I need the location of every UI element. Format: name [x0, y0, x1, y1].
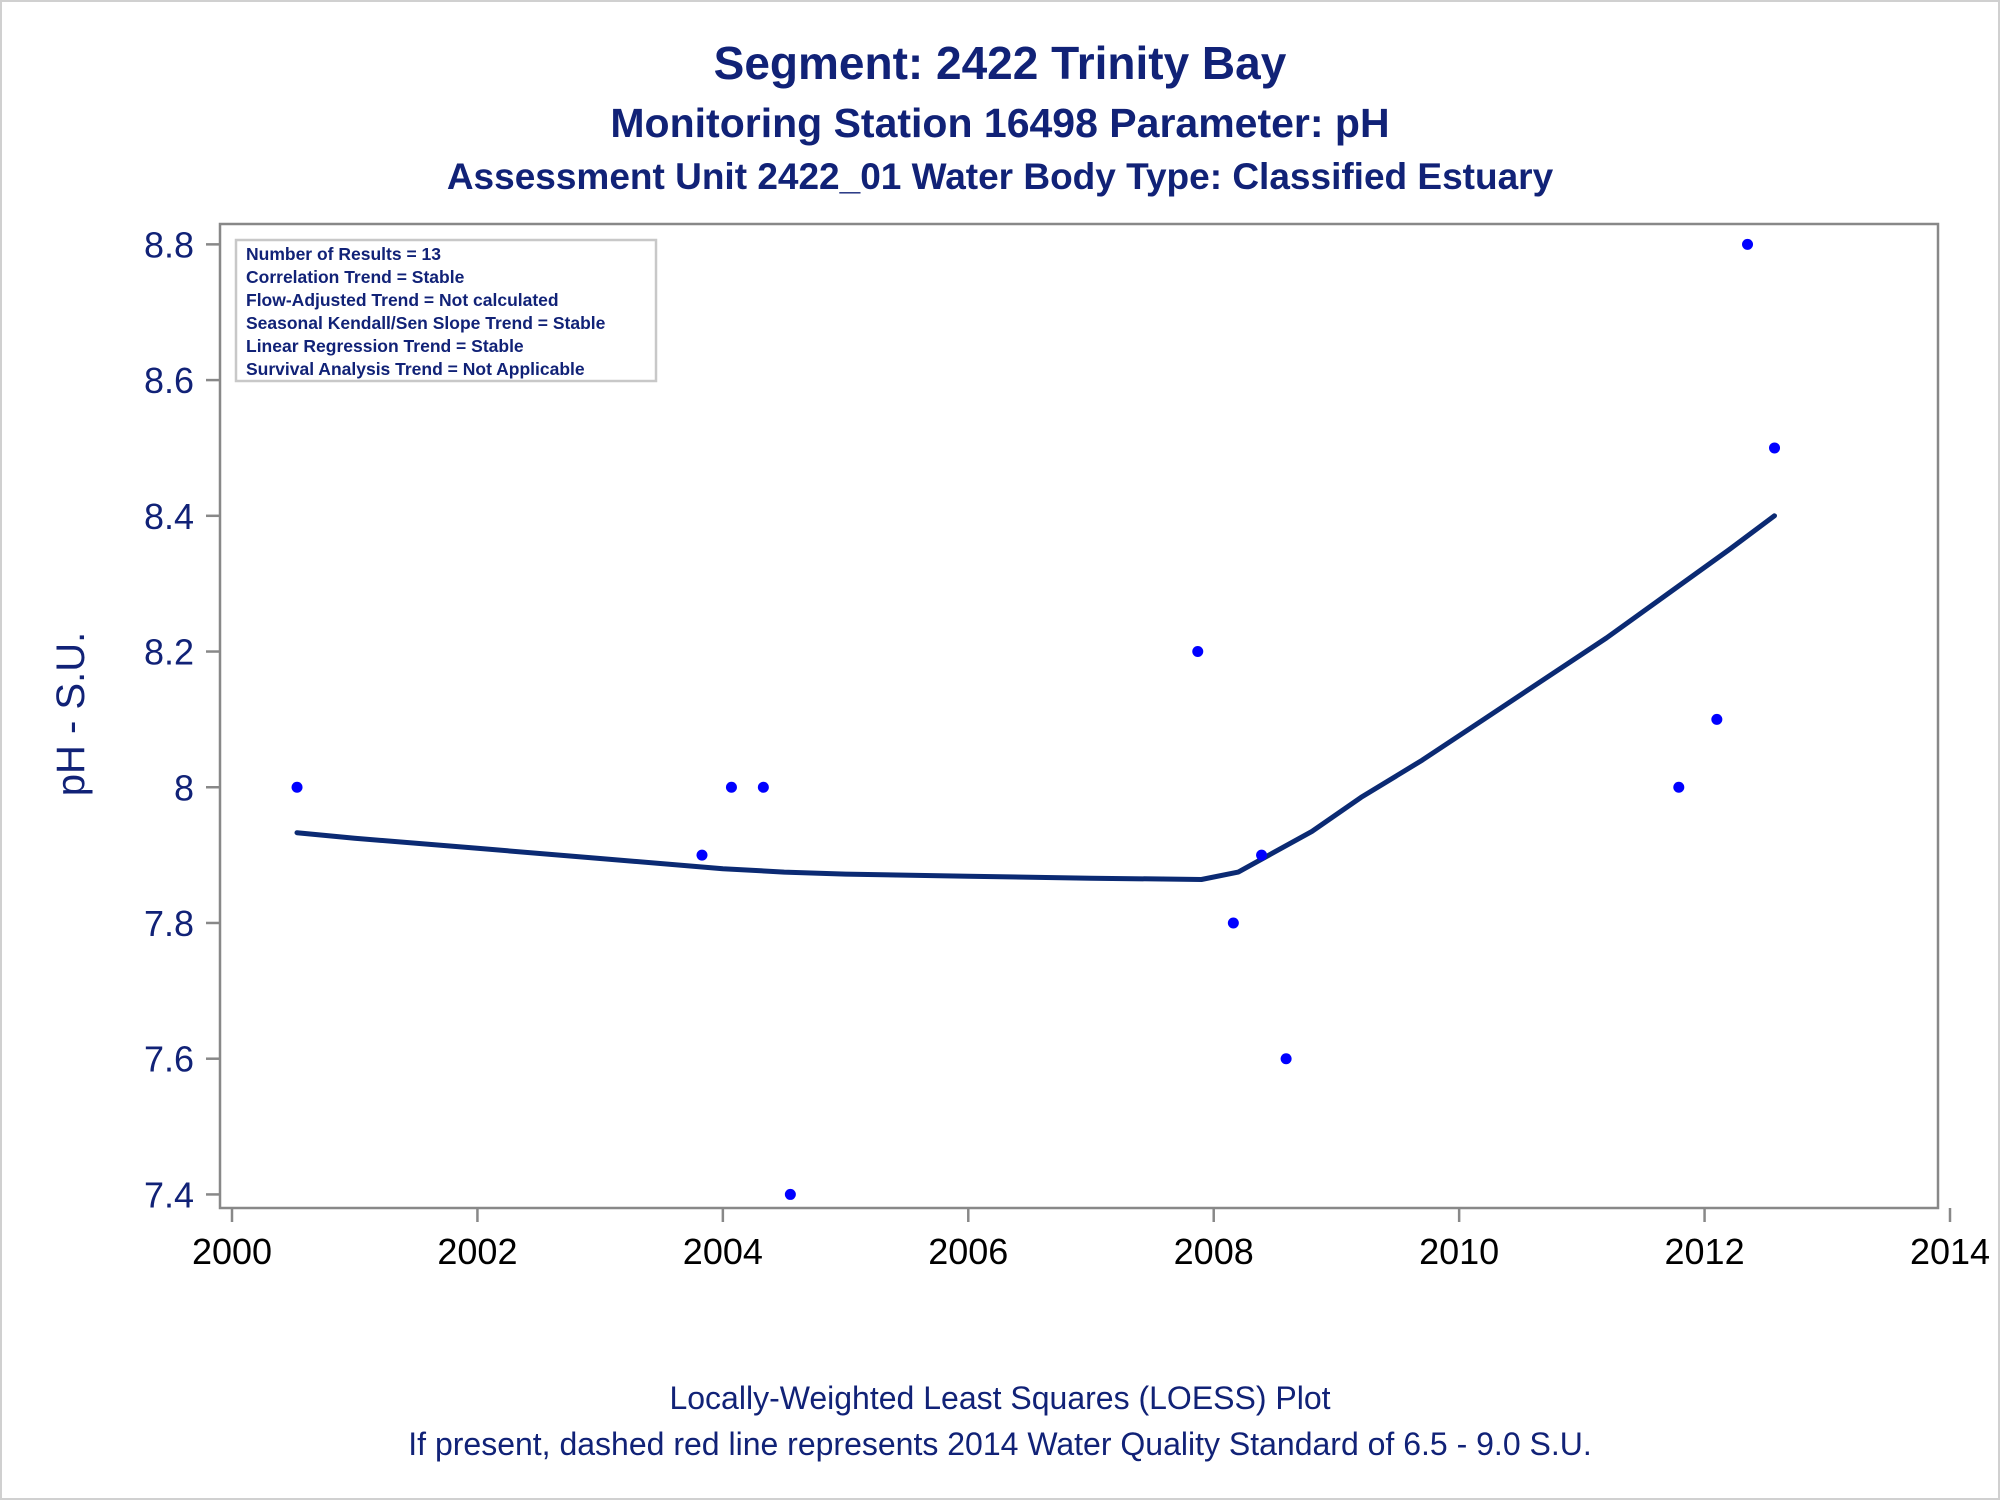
data-point [1742, 238, 1754, 250]
y-tick-label: 8.4 [144, 496, 194, 537]
chart-title: Segment: 2422 Trinity Bay [713, 37, 1287, 89]
x-tick-label: 2012 [1665, 1231, 1745, 1272]
y-tick-label: 7.4 [144, 1174, 194, 1215]
y-tick-label: 8 [174, 767, 194, 808]
footnote-plot-type: Locally-Weighted Least Squares (LOESS) P… [669, 1380, 1331, 1416]
footnote-standard: If present, dashed red line represents 2… [408, 1426, 1592, 1462]
chart-subtitle-station: Monitoring Station 16498 Parameter: pH [610, 100, 1390, 146]
loess-line [294, 513, 1777, 882]
info-box-line: Survival Analysis Trend = Not Applicable [246, 359, 585, 379]
data-point [784, 1188, 796, 1200]
data-point [291, 781, 303, 793]
y-tick-label: 8.8 [144, 224, 194, 265]
x-tick-label: 2008 [1174, 1231, 1254, 1272]
data-point [1192, 646, 1204, 658]
x-tick-label: 2004 [683, 1231, 763, 1272]
data-point [1227, 917, 1239, 929]
data-point [1280, 1053, 1292, 1065]
chart-subtitle-assessment: Assessment Unit 2422_01 Water Body Type:… [446, 156, 1554, 197]
info-box-line: Number of Results = 13 [246, 244, 441, 264]
data-point [757, 781, 769, 793]
data-point [1673, 781, 1685, 793]
info-box-line: Linear Regression Trend = Stable [246, 336, 524, 356]
data-point [1256, 849, 1268, 861]
info-box-line: Correlation Trend = Stable [246, 267, 465, 287]
data-point [725, 781, 737, 793]
y-tick-label: 8.2 [144, 632, 194, 673]
y-tick-label: 8.6 [144, 360, 194, 401]
x-tick-label: 2006 [928, 1231, 1008, 1272]
info-box-line: Flow-Adjusted Trend = Not calculated [246, 290, 559, 310]
plot-area [218, 222, 1940, 1210]
info-box [234, 238, 658, 383]
x-tick-label: 2010 [1419, 1231, 1499, 1272]
y-axis-label: pH - S.U. [49, 632, 93, 796]
x-tick-label: 2014 [1910, 1231, 1990, 1272]
data-point [1769, 442, 1781, 454]
data-point [696, 849, 708, 861]
y-tick-label: 7.8 [144, 903, 194, 944]
x-tick-label: 2000 [192, 1231, 272, 1272]
y-tick-label: 7.6 [144, 1039, 194, 1080]
info-box-line: Seasonal Kendall/Sen Slope Trend = Stabl… [246, 313, 606, 333]
x-tick-label: 2002 [437, 1231, 517, 1272]
data-point [1711, 713, 1723, 725]
